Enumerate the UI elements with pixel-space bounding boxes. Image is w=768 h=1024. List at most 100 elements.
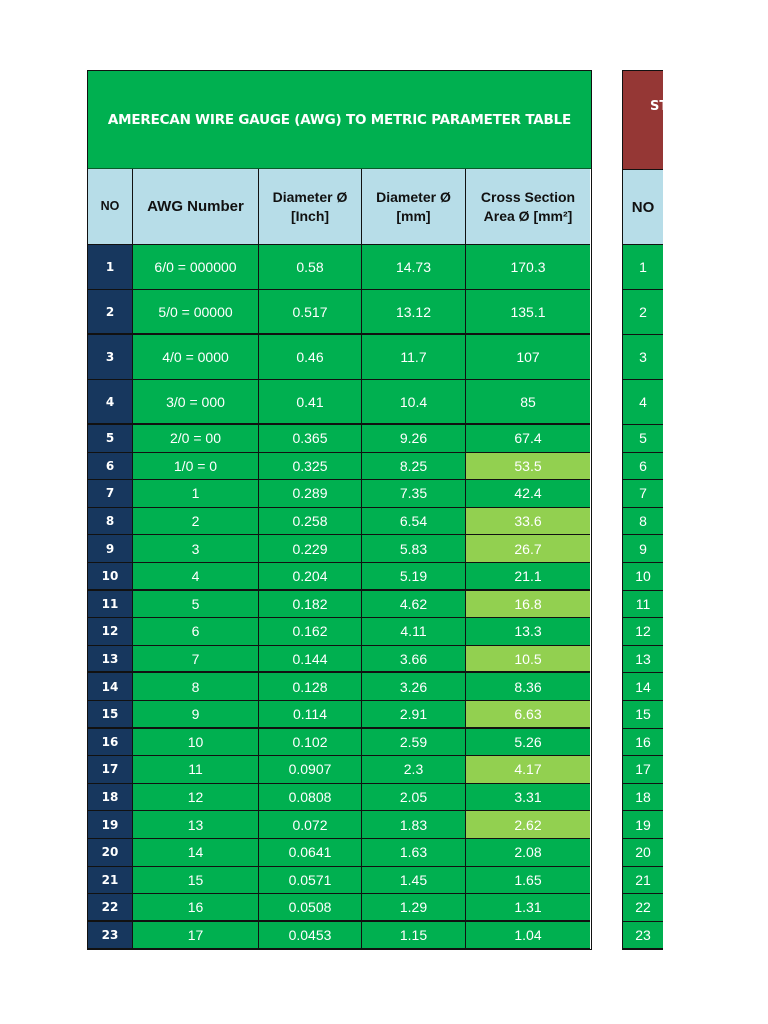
- cell-row-number: 17: [88, 756, 133, 784]
- cell-awg-number: 4/0 = 0000: [133, 335, 259, 380]
- cell-cross-section-area: 6.63: [466, 700, 590, 729]
- awg-metric-table: AMERECAN WIRE GAUGE (AWG) TO METRIC PARA…: [87, 70, 592, 951]
- second-table-cell-no: 10: [623, 562, 663, 591]
- cell-diameter-inch: 0.0508: [259, 894, 362, 922]
- cell-awg-number: 1/0 = 0: [133, 452, 259, 481]
- cell-row-number: 6: [88, 452, 133, 481]
- cell-diameter-inch: 0.289: [259, 480, 362, 508]
- header-diameter-mm: Diameter Ø [mm]: [362, 169, 466, 245]
- second-table-cell-no: 14: [623, 673, 663, 701]
- cell-row-number: 9: [88, 535, 133, 563]
- second-table-cell-no: 21: [623, 866, 663, 895]
- cell-diameter-inch: 0.128: [259, 673, 362, 701]
- cell-diameter-mm: 2.05: [362, 783, 466, 812]
- cell-diameter-inch: 0.0453: [259, 921, 362, 950]
- cell-awg-number: 17: [133, 921, 259, 950]
- cell-awg-number: 14: [133, 838, 259, 867]
- cell-cross-section-area: 3.31: [466, 783, 590, 812]
- second-table-cell-no: 5: [623, 425, 663, 453]
- cell-awg-number: 3: [133, 535, 259, 563]
- second-table-cell-no: 8: [623, 507, 663, 536]
- table-row: 8 2 0.258 6.54 33.6: [88, 507, 591, 536]
- cell-awg-number: 10: [133, 728, 259, 757]
- cell-awg-number: 2/0 = 00: [133, 425, 259, 453]
- table-row: 10 4 0.204 5.19 21.1: [88, 562, 591, 591]
- second-table-cell-no: 12: [623, 618, 663, 646]
- cell-diameter-mm: 3.66: [362, 645, 466, 674]
- cell-diameter-inch: 0.102: [259, 728, 362, 757]
- cell-cross-section-area: 33.6: [466, 507, 590, 536]
- cell-diameter-inch: 0.0808: [259, 783, 362, 812]
- table-title: AMERECAN WIRE GAUGE (AWG) TO METRIC PARA…: [88, 71, 591, 169]
- table-row: 13 7 0.144 3.66 10.5: [88, 645, 591, 674]
- cell-awg-number: 11: [133, 756, 259, 784]
- cell-awg-number: 7: [133, 645, 259, 674]
- table-row: 1 6/0 = 000000 0.58 14.73 170.3: [88, 245, 591, 290]
- cell-awg-number: 1: [133, 480, 259, 508]
- second-table-cell-no: 3: [623, 335, 663, 380]
- cell-awg-number: 5/0 = 00000: [133, 290, 259, 335]
- table-row: 22 16 0.0508 1.29 1.31: [88, 894, 591, 922]
- second-table-cell-no: 16: [623, 728, 663, 757]
- cell-diameter-inch: 0.204: [259, 562, 362, 591]
- cell-cross-section-area: 13.3: [466, 618, 590, 646]
- cell-cross-section-area: 21.1: [466, 562, 590, 591]
- header-cross-section-area: Cross Section Area Ø [mm²]: [466, 169, 590, 245]
- table-body: 1 6/0 = 000000 0.58 14.73 170.3 2 5/0 = 00000 0…: [88, 245, 591, 950]
- cell-diameter-mm: 6.54: [362, 507, 466, 536]
- header-diameter-mm-line1: Diameter Ø: [376, 188, 451, 205]
- cell-row-number: 1: [88, 245, 133, 290]
- second-table-cell-no: 15: [623, 700, 663, 729]
- cell-row-number: 12: [88, 618, 133, 646]
- cell-cross-section-area: 1.31: [466, 894, 590, 922]
- cell-awg-number: 16: [133, 894, 259, 922]
- cell-diameter-inch: 0.325: [259, 452, 362, 481]
- cell-cross-section-area: 10.5: [466, 645, 590, 674]
- cell-row-number: 21: [88, 866, 133, 895]
- cell-diameter-mm: 1.29: [362, 894, 466, 922]
- cell-diameter-inch: 0.46: [259, 335, 362, 380]
- header-awg-number: AWG Number: [133, 169, 259, 245]
- cell-awg-number: 8: [133, 673, 259, 701]
- cell-cross-section-area: 85: [466, 380, 590, 425]
- second-table-cell-no: 17: [623, 756, 663, 784]
- cell-awg-number: 4: [133, 562, 259, 591]
- table-row: 21 15 0.0571 1.45 1.65: [88, 866, 591, 895]
- cell-awg-number: 2: [133, 507, 259, 536]
- cell-diameter-mm: 8.25: [362, 452, 466, 481]
- cell-diameter-mm: 5.83: [362, 535, 466, 563]
- cell-row-number: 2: [88, 290, 133, 335]
- table-row: 23 17 0.0453 1.15 1.04: [88, 921, 591, 950]
- second-table-cell-no: 11: [623, 590, 663, 619]
- cell-awg-number: 13: [133, 811, 259, 839]
- table-row: 14 8 0.128 3.26 8.36: [88, 673, 591, 701]
- second-table-title: ST: [623, 71, 663, 169]
- cell-diameter-mm: 10.4: [362, 380, 466, 425]
- second-table-cell-no: 9: [623, 535, 663, 563]
- second-table-body: 1 2 3 4 5 6 7 8 9 10 11 12 13 14 15 16 17 18 19 20 21 22 23: [623, 245, 663, 950]
- cell-diameter-inch: 0.0571: [259, 866, 362, 895]
- cell-cross-section-area: 170.3: [466, 245, 590, 290]
- cell-diameter-mm: 2.3: [362, 756, 466, 784]
- cell-diameter-inch: 0.0641: [259, 838, 362, 867]
- cell-diameter-inch: 0.182: [259, 590, 362, 619]
- second-table-cell-no: 19: [623, 811, 663, 839]
- cell-diameter-inch: 0.58: [259, 245, 362, 290]
- cell-row-number: 14: [88, 673, 133, 701]
- cell-awg-number: 6/0 = 000000: [133, 245, 259, 290]
- table-row: 4 3/0 = 000 0.41 10.4 85: [88, 380, 591, 425]
- cell-diameter-inch: 0.0907: [259, 756, 362, 784]
- cell-row-number: 11: [88, 590, 133, 619]
- cell-row-number: 15: [88, 700, 133, 729]
- cell-row-number: 19: [88, 811, 133, 839]
- table-row: 19 13 0.072 1.83 2.62: [88, 811, 591, 839]
- cell-diameter-mm: 2.59: [362, 728, 466, 757]
- second-table-cell-no: 13: [623, 645, 663, 674]
- second-table-cell-no: 1: [623, 245, 663, 290]
- cell-cross-section-area: 2.08: [466, 838, 590, 867]
- cell-diameter-inch: 0.072: [259, 811, 362, 839]
- cell-diameter-inch: 0.258: [259, 507, 362, 536]
- cell-diameter-mm: 14.73: [362, 245, 466, 290]
- second-table-cell-no: 18: [623, 783, 663, 812]
- cell-row-number: 18: [88, 783, 133, 812]
